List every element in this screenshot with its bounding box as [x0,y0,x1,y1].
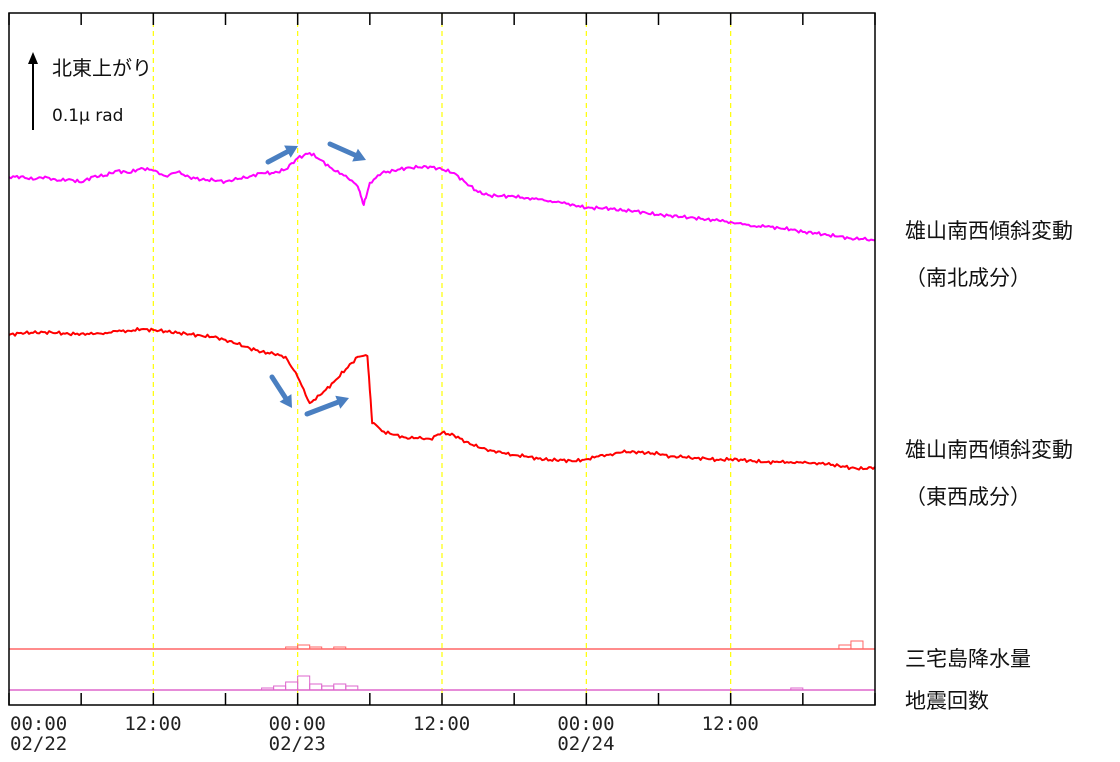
count-bar [333,683,347,691]
trend-arrow-head [284,145,298,158]
x-tick-time-label: 00:00 [10,713,67,735]
tilt-series [8,152,876,471]
series-line-2 [8,327,876,471]
trend-arrow [304,395,349,417]
scale-indicator: 北東上がり 0.1μ rad [28,52,152,130]
count-bar [285,681,299,691]
trend-arrow-shaft [304,399,341,417]
trend-arrows [265,141,366,417]
count-bar [850,640,864,650]
scale-direction-label: 北東上がり [52,56,152,80]
x-tick-time-label: 00:00 [269,713,326,735]
trend-arrow-head [335,395,349,409]
series-label-ns-name: 雄山南西傾斜変動 [905,219,1073,243]
scale-magnitude-label: 0.1μ rad [52,106,123,126]
x-tick-date-label: 02/23 [269,733,326,755]
count-bar [345,685,359,691]
trend-arrow [265,145,298,165]
x-tick-time-label: 12:00 [413,713,470,735]
series-label-ew-name: 雄山南西傾斜変動 [905,438,1073,462]
count-bar [309,646,323,650]
count-bar [261,687,275,691]
count-bar [790,687,804,691]
x-tick-time-label: 12:00 [702,713,759,735]
trend-arrow-shaft [265,149,290,165]
trend-arrow-shaft [269,374,288,401]
count-bar [333,646,347,650]
scale-arrow-head [28,52,38,64]
series-label-ew-component: （東西成分） [905,485,1031,509]
x-tick-date-label: 02/22 [10,733,67,755]
trend-arrow-shaft [327,141,358,158]
count-bar [309,683,323,691]
series-label-ns-component: （南北成分） [905,266,1031,290]
trend-arrow-head [279,394,292,408]
series-label-earthquakes: 地震回数 [905,689,989,713]
time-grid [152,13,732,705]
count-bars [9,640,875,691]
series-label-rainfall: 三宅島降水量 [905,647,1031,671]
series-line-1 [8,152,876,242]
x-tick-time-label: 12:00 [124,713,181,735]
count-bar [285,646,299,650]
x-tick-time-label: 00:00 [557,713,614,735]
trend-arrow [327,141,366,162]
x-tick-date-label: 02/24 [557,733,614,755]
plot-frame [8,12,876,706]
count-bar [297,675,311,691]
trend-arrow-head [352,148,366,162]
trend-arrow [269,374,292,408]
